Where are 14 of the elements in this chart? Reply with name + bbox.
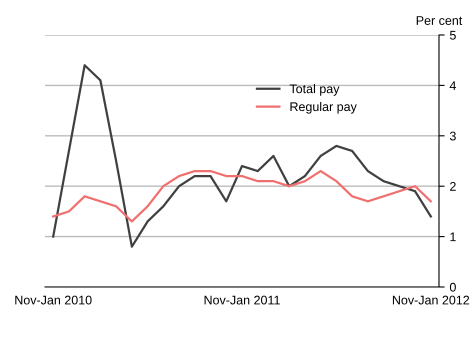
x-tick-label: Nov-Jan 2012 [392, 296, 470, 305]
y-tick-label: 1 [450, 232, 456, 242]
line-series [52, 170, 432, 223]
legend-label: Total pay [290, 84, 340, 96]
y-tick-label: 0 [450, 282, 456, 292]
y-tick-label: 2 [450, 182, 456, 191]
line-series [52, 64, 432, 248]
x-tick-label: Nov-Jan 2011 [204, 296, 280, 305]
x-tick-label: Nov-Jan 2010 [15, 296, 92, 305]
y-axis-title: Per cent [416, 16, 462, 25]
y-tick-label: 4 [450, 81, 456, 90]
y-tick-label: 3 [450, 132, 456, 140]
y-tick-label: 5 [450, 30, 456, 40]
legend-label: Regular pay [290, 102, 357, 114]
